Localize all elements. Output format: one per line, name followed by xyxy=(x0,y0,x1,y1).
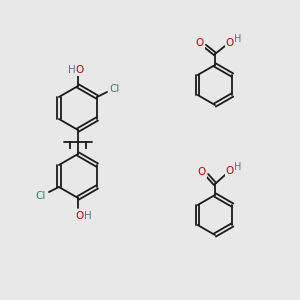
Text: O: O xyxy=(226,38,234,48)
Text: H: H xyxy=(84,211,92,221)
Text: Cl: Cl xyxy=(110,84,120,94)
Text: O: O xyxy=(76,65,84,75)
Text: Cl: Cl xyxy=(36,191,46,201)
Text: O: O xyxy=(198,167,206,177)
Text: H: H xyxy=(234,162,242,172)
Text: H: H xyxy=(68,65,76,75)
Text: O: O xyxy=(196,38,204,48)
Text: O: O xyxy=(76,211,84,221)
Text: O: O xyxy=(226,166,234,176)
Text: H: H xyxy=(234,34,242,44)
